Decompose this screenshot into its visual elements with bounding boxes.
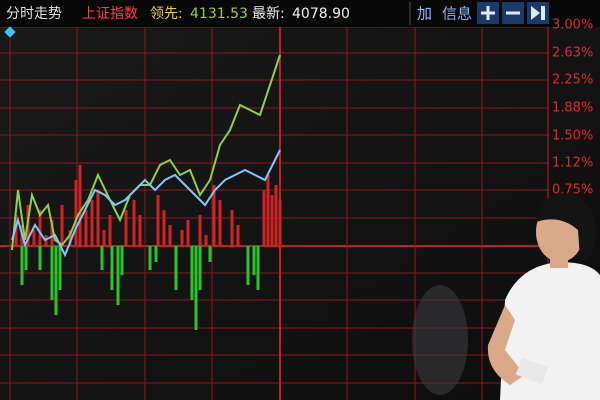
average-line xyxy=(11,149,281,258)
tab[interactable]: 分时走势 xyxy=(6,6,62,22)
reflection xyxy=(412,285,468,395)
header-bar xyxy=(0,0,600,27)
paper xyxy=(515,357,549,385)
toolbar xyxy=(477,2,549,24)
axis-label: 0.75% xyxy=(552,183,593,198)
red-volume-bars xyxy=(14,165,282,246)
axis-label: 3.00% xyxy=(552,18,593,33)
lead-value: 4131.53 xyxy=(190,6,248,22)
add-button[interactable]: 加 xyxy=(417,5,432,23)
lead-label: 领先: xyxy=(150,6,183,22)
latest-value: 4078.90 xyxy=(292,6,350,22)
axis-labels: 3.00% 2.63% 2.25% 1.88% 1.50% 1.12% 0.75% xyxy=(552,18,593,198)
end-icon xyxy=(531,6,545,20)
axis-label: 1.12% xyxy=(552,156,593,171)
plus-icon xyxy=(481,6,495,20)
axis-label: 1.88% xyxy=(552,101,593,116)
person xyxy=(487,193,600,400)
index-name: 上证指数 xyxy=(82,6,138,22)
hair xyxy=(536,193,597,259)
axis-label: 2.63% xyxy=(552,46,593,61)
info-button[interactable]: 信息 xyxy=(442,5,472,23)
axis-label: 2.25% xyxy=(552,73,593,88)
arm xyxy=(487,305,525,385)
axis-label: 1.50% xyxy=(552,129,593,144)
green-volume-bars xyxy=(20,246,260,330)
marker xyxy=(4,26,16,38)
latest-label: 最新: xyxy=(252,6,285,22)
